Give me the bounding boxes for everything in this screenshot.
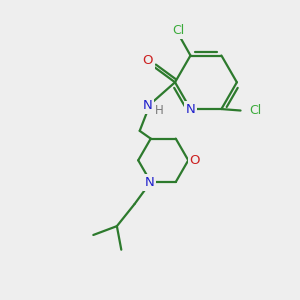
- Text: N: N: [144, 176, 154, 189]
- Text: O: O: [190, 154, 200, 167]
- Text: N: N: [186, 103, 195, 116]
- Text: O: O: [142, 54, 153, 67]
- Text: Cl: Cl: [249, 104, 261, 117]
- Text: H: H: [155, 104, 164, 117]
- Text: Cl: Cl: [172, 24, 185, 37]
- Text: N: N: [143, 99, 152, 112]
